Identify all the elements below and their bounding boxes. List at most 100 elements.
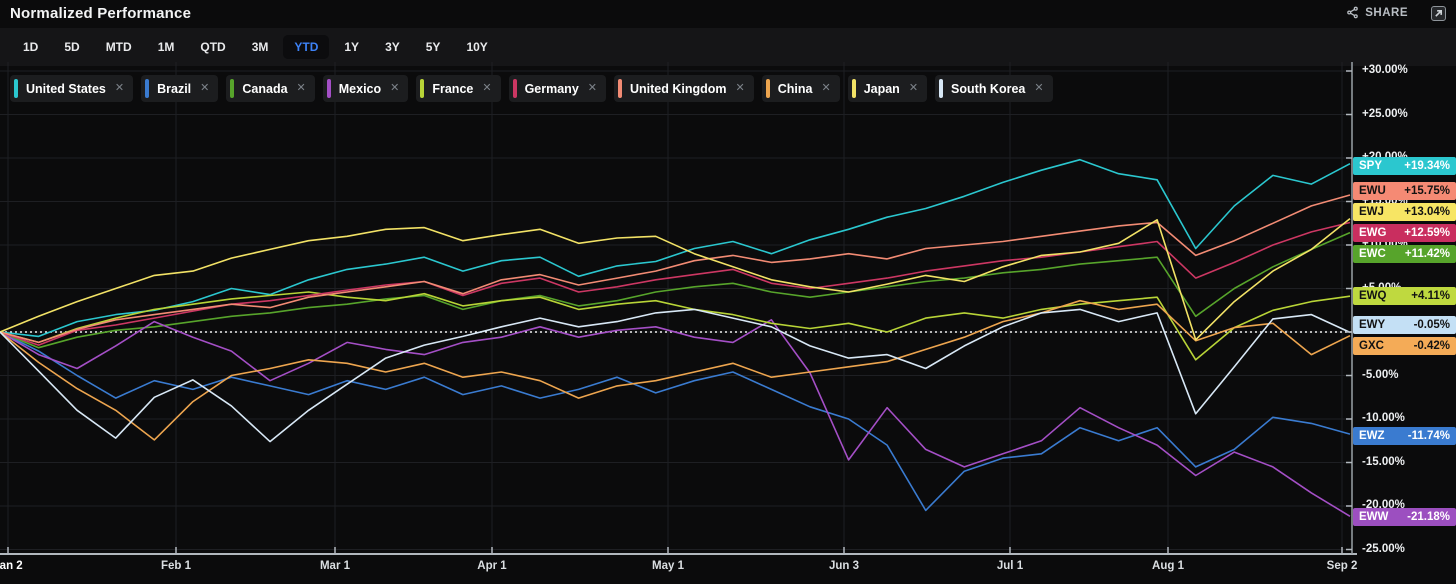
chip-label: United Kingdom <box>630 81 727 96</box>
ticker-badge-ewc: EWC +11.42% <box>1353 245 1456 263</box>
share-label: SHARE <box>1365 6 1408 19</box>
tab-1m[interactable]: 1M <box>157 40 175 54</box>
ticker-badge-ewg: EWG +12.59% <box>1353 224 1456 242</box>
badge-ticker: EWJ <box>1359 206 1384 218</box>
x-axis-tick-label: May 1 <box>652 560 684 572</box>
series-line-eww <box>0 318 1351 517</box>
chip-label: Canada <box>242 81 288 96</box>
tab-3m[interactable]: 3M <box>251 40 269 54</box>
chip-label: United States <box>26 81 106 96</box>
ticker-badge-ewz: EWZ -11.74% <box>1353 427 1456 445</box>
chip-color-bar <box>939 79 944 98</box>
badge-performance-value: -0.42% <box>1413 340 1450 352</box>
chip-color-bar <box>420 79 425 98</box>
x-axis-tick-label: Feb 1 <box>160 560 192 572</box>
badge-ticker: EWW <box>1359 511 1389 523</box>
x-axis-tick-label: Apr 1 <box>477 560 507 572</box>
chip-remove-icon[interactable]: ✕ <box>735 82 745 94</box>
series-line-gxc <box>0 299 1351 441</box>
x-axis-tick-label: Sep 2 <box>1326 560 1358 572</box>
series-line-ewq <box>0 291 1351 361</box>
x-axis-tick-label: Jul 1 <box>996 560 1024 572</box>
badge-ticker: GXC <box>1359 340 1384 352</box>
chip-color-bar <box>851 79 856 98</box>
chip-brazil[interactable]: Brazil ✕ <box>141 75 219 102</box>
header: Normalized Performance SHARE <box>0 0 1456 28</box>
badge-ticker: EWU <box>1359 185 1386 197</box>
chip-remove-icon[interactable]: ✕ <box>200 82 210 94</box>
badge-ticker: EWC <box>1359 248 1386 260</box>
tab-mtd[interactable]: MTD <box>105 40 132 54</box>
chip-remove-icon[interactable]: ✕ <box>114 82 125 94</box>
chip-remove-icon[interactable]: ✕ <box>821 82 831 94</box>
chip-color-bar <box>512 79 517 98</box>
ticker-badge-ewy: EWY -0.05% <box>1353 316 1456 334</box>
ticker-badge-gxc: GXC -0.42% <box>1353 337 1456 355</box>
external-link-icon <box>1435 9 1443 17</box>
tab-10y[interactable]: 10Y <box>466 40 488 54</box>
chip-remove-icon[interactable]: ✕ <box>587 82 597 94</box>
chip-color-bar <box>618 79 622 98</box>
series-line-ewz <box>0 331 1351 512</box>
ticker-badge-eww: EWW -21.18% <box>1353 508 1456 526</box>
y-axis-tick-label: -25.00% <box>1362 542 1405 555</box>
chip-france[interactable]: France ✕ <box>416 75 501 102</box>
y-axis-tick-label: -15.00% <box>1362 455 1405 468</box>
tab-ytd[interactable]: YTD <box>283 35 330 59</box>
series-line-ewu <box>0 194 1351 344</box>
badge-performance-value: +15.75% <box>1404 185 1450 197</box>
x-axis-tick-label: Jun 3 <box>828 560 860 572</box>
badge-performance-value: -0.05% <box>1413 319 1450 331</box>
chip-remove-icon[interactable]: ✕ <box>390 82 400 94</box>
badge-performance-value: +12.59% <box>1404 227 1450 239</box>
chip-remove-icon[interactable]: ✕ <box>296 82 306 94</box>
chip-china[interactable]: China ✕ <box>761 75 840 102</box>
badge-ticker: SPY <box>1359 160 1383 172</box>
chip-mexico[interactable]: Mexico ✕ <box>322 75 409 102</box>
chip-remove-icon[interactable]: ✕ <box>908 82 919 94</box>
chip-remove-icon[interactable]: ✕ <box>482 82 492 94</box>
x-axis-tick-label: Mar 1 <box>319 560 351 572</box>
y-axis-tick-label: +30.00% <box>1362 64 1408 76</box>
series-line-ewj <box>0 217 1351 341</box>
tab-qtd[interactable]: QTD <box>200 40 226 54</box>
series-line-ewc <box>0 231 1351 349</box>
share-icon <box>1347 6 1359 19</box>
y-axis-tick-label: -10.00% <box>1362 412 1405 424</box>
country-chips: United States ✕ Brazil ✕ Canada ✕ Mexico ✕ Franc… <box>10 75 1053 102</box>
popout-button[interactable] <box>1431 6 1446 21</box>
tab-5d[interactable]: 5D <box>64 40 80 54</box>
share-button[interactable]: SHARE <box>1346 6 1408 19</box>
tab-1y[interactable]: 1Y <box>344 40 360 54</box>
chip-south-korea[interactable]: South Korea ✕ <box>935 75 1053 102</box>
chip-remove-icon[interactable]: ✕ <box>1034 82 1044 94</box>
series-line-ewy <box>0 308 1351 443</box>
chip-color-bar <box>765 79 770 98</box>
badge-performance-value: +19.34% <box>1404 160 1450 172</box>
badge-performance-value: +11.42% <box>1404 248 1450 260</box>
chip-label: Mexico <box>338 81 382 96</box>
chip-united-states[interactable]: United States ✕ <box>10 75 134 102</box>
chip-color-bar <box>230 79 235 98</box>
badge-ticker: EWQ <box>1359 290 1387 302</box>
chip-label: China <box>777 81 813 96</box>
chip-japan[interactable]: Japan ✕ <box>847 75 928 102</box>
ticker-badge-ewq: EWQ +4.11% <box>1353 287 1456 305</box>
tab-1d[interactable]: 1D <box>23 40 39 54</box>
y-axis-tick-label: -5.00% <box>1362 368 1399 381</box>
badge-performance-value: -21.18% <box>1407 511 1450 523</box>
badge-ticker: EWG <box>1359 227 1387 239</box>
chip-label: South Korea <box>951 81 1026 96</box>
chip-label: Brazil <box>157 81 192 96</box>
chip-united-kingdom[interactable]: United Kingdom ✕ <box>614 75 754 102</box>
tab-5y[interactable]: 5Y <box>425 40 441 54</box>
series-line-ewg <box>0 221 1351 346</box>
series-line-spy <box>0 158 1351 338</box>
badge-performance-value: -11.74% <box>1407 430 1450 442</box>
tab-3y[interactable]: 3Y <box>385 40 400 54</box>
badge-ticker: EWY <box>1359 319 1386 331</box>
page-title: Normalized Performance <box>10 5 192 22</box>
chip-germany[interactable]: Germany ✕ <box>508 75 606 102</box>
chip-canada[interactable]: Canada ✕ <box>226 75 315 102</box>
